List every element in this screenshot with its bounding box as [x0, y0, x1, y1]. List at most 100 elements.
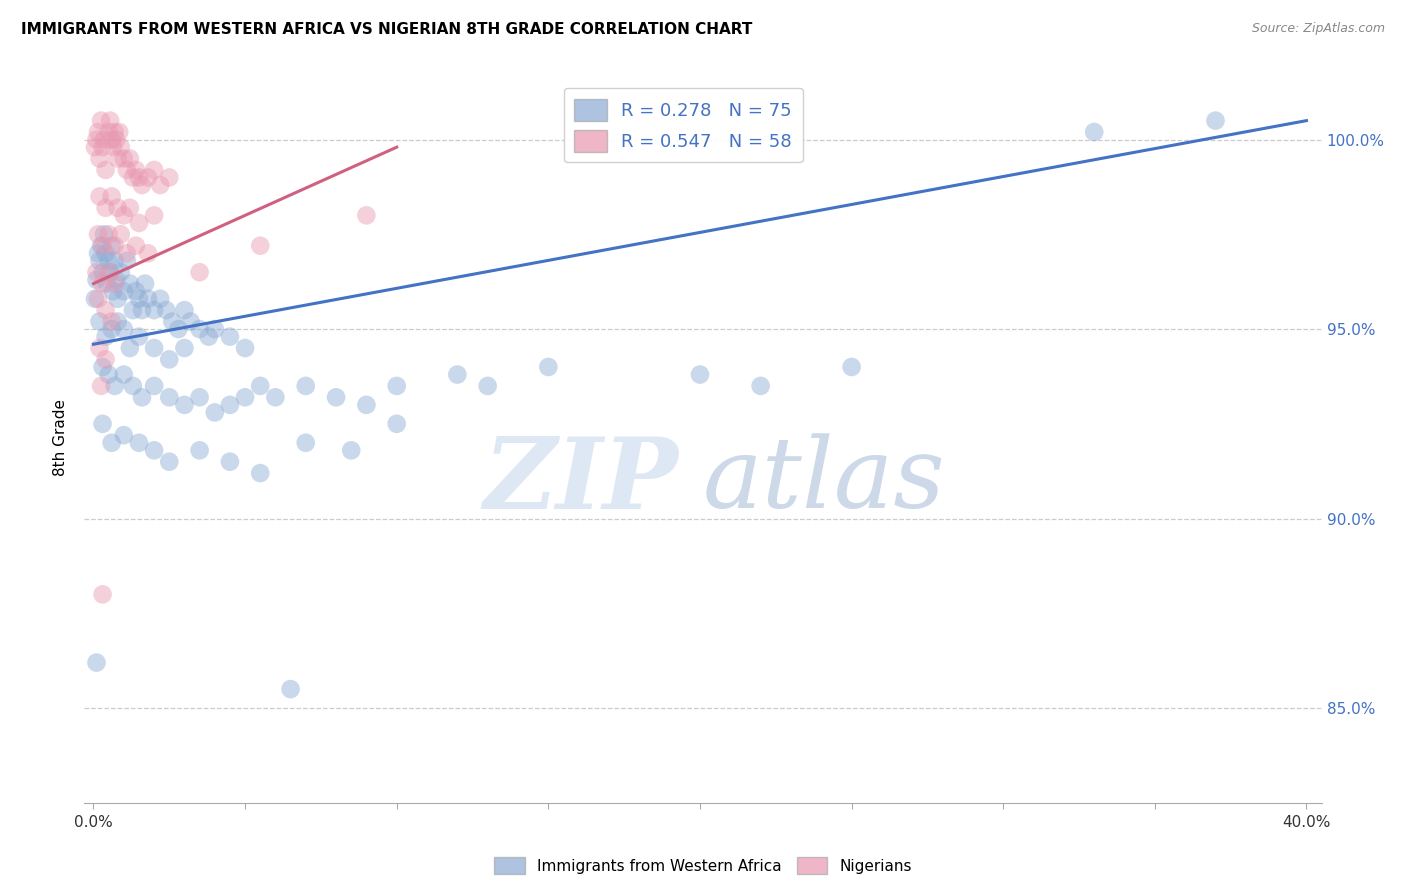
Point — [118, 341, 141, 355]
Point — [1083, 125, 1105, 139]
Point — [179, 314, 201, 328]
Point — [107, 152, 129, 166]
Point — [86, 132, 108, 146]
Point — [112, 368, 135, 382]
Point — [112, 322, 135, 336]
Point — [100, 322, 122, 336]
Point — [89, 314, 111, 328]
Point — [90, 113, 112, 128]
Point — [294, 379, 316, 393]
Point — [188, 265, 211, 279]
Point — [104, 125, 127, 139]
Point — [86, 265, 108, 279]
Point — [188, 443, 211, 458]
Point — [143, 162, 166, 177]
Point — [204, 405, 226, 419]
Point — [104, 238, 127, 252]
Point — [131, 303, 153, 318]
Point — [89, 341, 111, 355]
Point — [264, 390, 287, 404]
Text: ZIP: ZIP — [484, 433, 678, 529]
Point — [325, 390, 347, 404]
Point — [122, 170, 145, 185]
Point — [91, 417, 114, 431]
Point — [91, 140, 114, 154]
Point — [104, 379, 127, 393]
Point — [94, 162, 117, 177]
Point — [446, 368, 468, 382]
Point — [97, 265, 120, 279]
Point — [110, 140, 132, 154]
Point — [173, 341, 195, 355]
Point — [188, 390, 211, 404]
Text: IMMIGRANTS FROM WESTERN AFRICA VS NIGERIAN 8TH GRADE CORRELATION CHART: IMMIGRANTS FROM WESTERN AFRICA VS NIGERI… — [21, 22, 752, 37]
Point — [249, 238, 271, 252]
Point — [112, 428, 135, 442]
Point — [89, 152, 111, 166]
Point — [173, 303, 195, 318]
Point — [112, 152, 135, 166]
Point — [131, 178, 153, 192]
Point — [87, 125, 110, 139]
Point — [118, 152, 141, 166]
Point — [125, 238, 148, 252]
Point — [107, 314, 129, 328]
Point — [204, 322, 226, 336]
Point — [110, 265, 132, 279]
Point — [356, 208, 378, 222]
Point — [128, 170, 150, 185]
Point — [537, 359, 560, 374]
Point — [90, 238, 112, 252]
Point — [689, 368, 711, 382]
Point — [122, 303, 145, 318]
Point — [128, 216, 150, 230]
Point — [104, 277, 127, 291]
Point — [477, 379, 499, 393]
Point — [157, 352, 180, 367]
Point — [143, 379, 166, 393]
Point — [188, 322, 211, 336]
Point — [115, 246, 138, 260]
Text: atlas: atlas — [703, 434, 946, 529]
Point — [100, 435, 122, 450]
Point — [104, 253, 127, 268]
Point — [86, 656, 108, 670]
Point — [112, 208, 135, 222]
Point — [94, 246, 117, 260]
Point — [91, 587, 114, 601]
Point — [91, 238, 114, 252]
Point — [89, 189, 111, 203]
Point — [841, 359, 863, 374]
Point — [136, 246, 159, 260]
Point — [110, 227, 132, 242]
Point — [101, 140, 124, 154]
Point — [118, 277, 141, 291]
Point — [94, 201, 117, 215]
Point — [93, 132, 115, 146]
Point — [197, 329, 219, 343]
Point — [131, 390, 153, 404]
Point — [107, 292, 129, 306]
Y-axis label: 8th Grade: 8th Grade — [53, 399, 69, 475]
Point — [100, 132, 122, 146]
Point — [128, 292, 150, 306]
Point — [155, 303, 177, 318]
Point — [84, 292, 107, 306]
Point — [94, 303, 117, 318]
Text: Source: ZipAtlas.com: Source: ZipAtlas.com — [1251, 22, 1385, 36]
Point — [340, 443, 363, 458]
Point — [157, 390, 180, 404]
Point — [167, 322, 190, 336]
Point — [219, 455, 242, 469]
Point — [97, 368, 120, 382]
Point — [100, 189, 122, 203]
Point — [87, 246, 110, 260]
Point — [233, 390, 256, 404]
Point — [1205, 113, 1227, 128]
Point — [125, 284, 148, 298]
Point — [98, 265, 121, 279]
Point — [87, 227, 110, 242]
Point — [157, 170, 180, 185]
Point — [105, 273, 128, 287]
Point — [96, 277, 118, 291]
